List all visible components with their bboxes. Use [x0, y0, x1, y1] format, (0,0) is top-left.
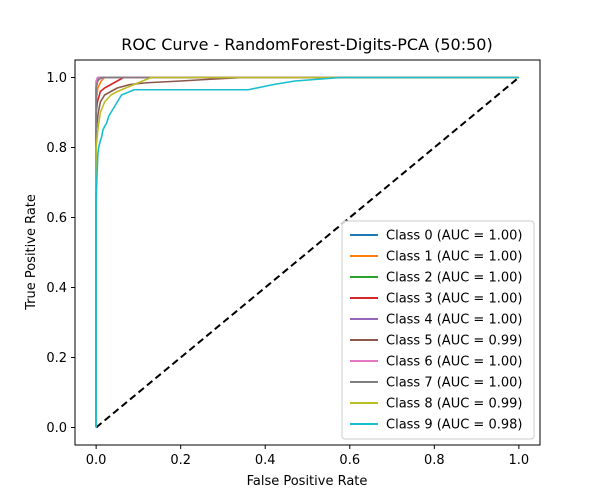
x-tick-label: 0.2 — [170, 453, 191, 468]
legend: Class 0 (AUC = 1.00) Class 1 (AUC = 1.00)… — [341, 220, 535, 440]
y-tick-label: 0.8 — [46, 141, 67, 156]
legend-label-class-4: Class 4 (AUC = 1.00) — [386, 313, 522, 328]
legend-label-class-9: Class 9 (AUC = 0.98) — [386, 418, 522, 433]
legend-label-class-6: Class 6 (AUC = 1.00) — [386, 355, 522, 370]
legend-label-class-8: Class 8 (AUC = 0.99) — [386, 397, 522, 412]
legend-box — [341, 220, 535, 440]
plot-frame — [74, 59, 541, 446]
legend-label-class-7: Class 7 (AUC = 1.00) — [386, 376, 522, 391]
legend-label-class-5: Class 5 (AUC = 0.99) — [386, 334, 522, 349]
legend-label-class-2: Class 2 (AUC = 1.00) — [386, 271, 522, 286]
legend-label-class-1: Class 1 (AUC = 1.00) — [386, 250, 522, 265]
legend-label-class-3: Class 3 (AUC = 1.00) — [386, 292, 522, 307]
axes: 0.0 0.2 0.4 0.6 0.8 1.0 0.0 0.2 0.4 0.6 0.8 1.0 — [46, 59, 541, 468]
x-tick-label: 1.0 — [509, 453, 530, 468]
x-tick-label: 0.0 — [86, 453, 107, 468]
y-tick-label: 0.0 — [46, 421, 67, 436]
series-line-class-5 — [95, 76, 519, 428]
x-tick-label: 0.4 — [255, 453, 276, 468]
chart-title: ROC Curve - RandomForest-Digits-PCA (50:… — [121, 35, 492, 54]
y-tick-label: 0.4 — [46, 281, 67, 296]
legend-label-class-0: Class 0 (AUC = 1.00) — [386, 229, 522, 244]
diagonal-reference-line — [95, 76, 520, 429]
series-line-class-9 — [95, 76, 519, 428]
y-tick-label: 0.6 — [46, 211, 67, 226]
y-axis-label: True Positive Rate — [24, 194, 39, 311]
series-line-class-8 — [95, 76, 519, 428]
x-tick-label: 0.6 — [339, 453, 360, 468]
x-tick-label: 0.8 — [424, 453, 445, 468]
plot-area — [95, 76, 520, 429]
x-axis-label: False Positive Rate — [247, 474, 368, 489]
y-tick-label: 1.0 — [46, 71, 67, 86]
y-tick-label: 0.2 — [46, 351, 67, 366]
